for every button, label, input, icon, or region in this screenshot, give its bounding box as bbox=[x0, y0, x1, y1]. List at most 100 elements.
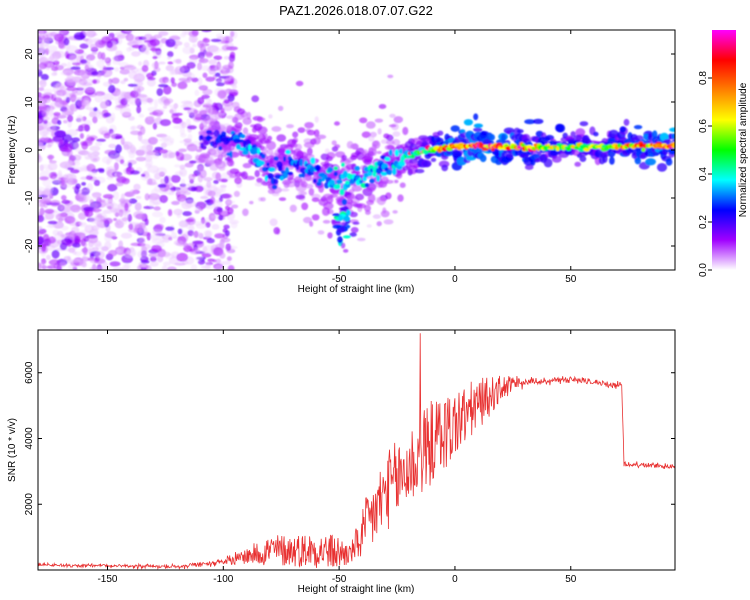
spectrogram-blob bbox=[532, 118, 544, 124]
spectrogram-blob bbox=[367, 193, 376, 203]
spectrogram-blob bbox=[645, 158, 656, 166]
spectrogram-blob bbox=[215, 258, 222, 264]
spectrogram-blob bbox=[75, 183, 81, 190]
spectrogram-blob bbox=[276, 134, 287, 142]
spectrogram-blob bbox=[81, 141, 88, 150]
spectrogram-blob bbox=[327, 167, 333, 173]
spectrogram-blob bbox=[66, 75, 74, 79]
spectrogram-blob bbox=[165, 226, 175, 231]
spectrogram-blob bbox=[80, 59, 88, 64]
spectrogram-blob bbox=[600, 153, 610, 157]
spectrogram-blob bbox=[361, 131, 371, 138]
spectrogram-blob bbox=[188, 34, 198, 43]
spectrogram-blob bbox=[71, 137, 80, 143]
spectrogram-blob bbox=[57, 230, 64, 237]
spectrogram-blob bbox=[148, 136, 158, 145]
spectrogram-blob bbox=[209, 65, 216, 69]
spectrogram-blob bbox=[388, 124, 397, 128]
spectrogram-blob bbox=[38, 30, 44, 37]
spectrogram-blob bbox=[257, 116, 264, 123]
spectrogram-blob bbox=[114, 67, 120, 72]
spectrogram-blob bbox=[194, 89, 200, 96]
spectrogram-blob bbox=[249, 200, 254, 205]
x-tick-label: 0 bbox=[452, 274, 458, 285]
x-tick-label: -150 bbox=[97, 274, 117, 285]
spectrogram-blob bbox=[336, 179, 343, 185]
spectrogram-blob bbox=[120, 193, 125, 203]
spectrogram-blob bbox=[137, 132, 143, 142]
spectrogram-blob bbox=[46, 143, 52, 148]
spectrogram-blob bbox=[41, 243, 47, 252]
spectrogram-blob bbox=[153, 206, 161, 211]
spectrogram-blob bbox=[179, 168, 188, 177]
spectrogram-blob bbox=[122, 112, 132, 116]
spectrogram-blob bbox=[309, 165, 316, 173]
spectrogram-blob bbox=[164, 175, 169, 184]
spectrogram-blob bbox=[53, 33, 65, 42]
spectrogram-blob bbox=[200, 195, 209, 200]
spectrogram-blob bbox=[123, 77, 129, 82]
spectrogram-blob bbox=[337, 236, 343, 244]
spectrogram-blob bbox=[87, 38, 98, 44]
spectrogram-blob bbox=[124, 250, 136, 258]
spectrogram-blob bbox=[313, 129, 320, 138]
spectrogram-blob bbox=[175, 58, 182, 64]
spectrogram-blob bbox=[86, 183, 93, 192]
spectrogram-blob bbox=[42, 178, 52, 187]
spectrogram-blob bbox=[66, 86, 77, 92]
spectrogram-blob bbox=[140, 260, 150, 264]
spectrogram-blob bbox=[280, 188, 290, 192]
spectrogram-blob bbox=[283, 156, 287, 162]
spectrogram-blob bbox=[223, 80, 235, 85]
spectrogram-blob bbox=[148, 97, 153, 105]
spectrogram-blob bbox=[451, 150, 462, 159]
spectrogram-blob bbox=[236, 108, 246, 115]
spectrogram-blob bbox=[150, 188, 159, 197]
spectrogram-blob bbox=[67, 264, 77, 270]
spectrogram-blob bbox=[168, 104, 179, 108]
spectrogram-blob bbox=[185, 218, 195, 223]
spectrogram-blob bbox=[387, 74, 394, 79]
spectrogram-blob bbox=[193, 249, 200, 254]
spectrogram-blob bbox=[643, 134, 649, 139]
spectrogram-blob bbox=[69, 204, 81, 211]
spectrogram-blob bbox=[115, 50, 123, 57]
spectrogram-blob bbox=[67, 114, 74, 123]
spectrogram-blob bbox=[322, 207, 330, 216]
spectrogram-blob bbox=[352, 221, 360, 225]
x-tick-label: -50 bbox=[332, 574, 347, 585]
spectrogram-blob bbox=[221, 151, 228, 158]
spectrogram-blob bbox=[124, 202, 129, 212]
spectrogram-blob bbox=[551, 155, 562, 163]
spectrogram-blob bbox=[619, 126, 626, 133]
spectrogram-blob bbox=[441, 164, 449, 172]
spectrogram-blob bbox=[197, 62, 202, 71]
spectrogram-blobs bbox=[38, 30, 675, 270]
spectrogram-blob bbox=[72, 250, 77, 255]
spectrogram-blob bbox=[242, 127, 249, 135]
spectrogram-blob bbox=[141, 65, 149, 73]
spectrogram-blob bbox=[354, 166, 361, 171]
spectrogram-blob bbox=[308, 188, 315, 196]
spectrogram-blob bbox=[106, 61, 111, 66]
spectrogram-blob bbox=[279, 175, 284, 181]
spectrogram-blob bbox=[141, 173, 146, 177]
spectrogram-blob bbox=[57, 170, 63, 177]
spectrogram-blob bbox=[271, 126, 282, 132]
spectrogram-blob bbox=[226, 115, 235, 120]
spectrogram-blob bbox=[177, 81, 188, 90]
spectrogram-blob bbox=[135, 149, 145, 156]
spectrogram-blob bbox=[342, 235, 351, 239]
spectrogram-blob bbox=[399, 182, 406, 188]
spectrogram-blob bbox=[52, 60, 60, 66]
spectrogram-blob bbox=[205, 135, 211, 142]
spectrogram-blob bbox=[125, 94, 131, 102]
spectrogram-blob bbox=[144, 218, 149, 226]
spectrogram-blob bbox=[242, 208, 249, 217]
spectrogram-blob bbox=[159, 119, 171, 127]
spectrogram-blob bbox=[311, 197, 320, 202]
spectrogram-blob bbox=[119, 159, 125, 165]
spectrogram-blob bbox=[108, 84, 116, 94]
spectrogram-blob bbox=[380, 171, 388, 177]
spectrogram-blob bbox=[149, 38, 161, 47]
